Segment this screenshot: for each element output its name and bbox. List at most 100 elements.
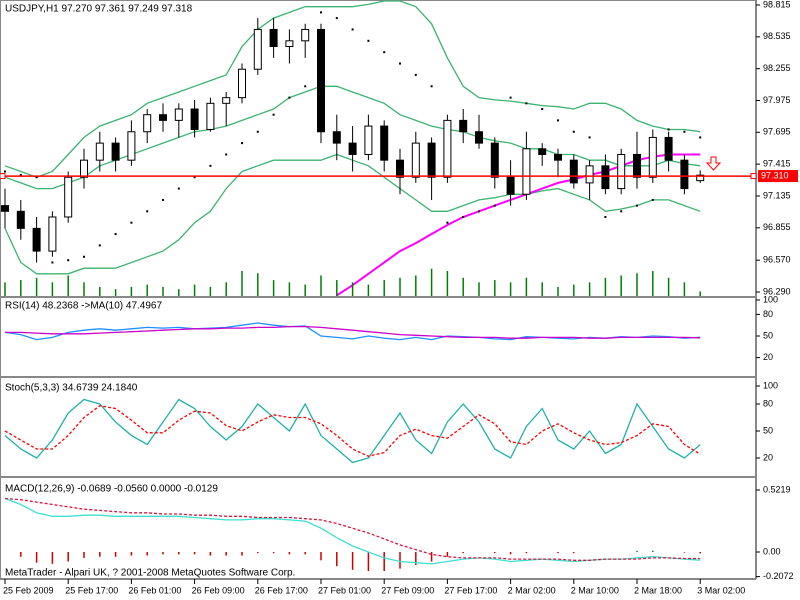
- candle-body: [190, 108, 199, 130]
- macd-title: MACD(12,26,9) -0.0689 -0.0560 0.0000 -0.…: [5, 484, 218, 495]
- alert-arrow: [705, 156, 722, 171]
- sar-dot: [67, 259, 70, 262]
- y-tick-label: 80: [763, 309, 773, 319]
- sar-dot: [193, 176, 196, 179]
- y-tick-label: 80: [763, 398, 773, 408]
- sar-dot: [4, 170, 6, 173]
- price-label-box: [758, 170, 798, 183]
- sar-dot: [146, 210, 149, 213]
- y-tick-label: 98.535: [763, 31, 791, 41]
- y-tick-label: 100: [763, 380, 778, 390]
- y-tick-label: 98.815: [763, 0, 791, 9]
- candle-body: [506, 176, 515, 195]
- candle-body: [364, 125, 373, 155]
- sar-dot: [335, 17, 338, 20]
- candle-body: [206, 102, 215, 130]
- candle-body: [332, 131, 341, 144]
- sar-dot: [177, 187, 180, 190]
- sar-dot: [162, 198, 164, 201]
- y-tick-label: 97.975: [763, 95, 791, 105]
- macd-panel: [0, 477, 756, 579]
- copyright: MetaTrader - Alpari UK, ? 2001-2008 Meta…: [5, 568, 295, 579]
- y-tick-label: 50: [763, 425, 773, 435]
- candle-body: [1, 205, 9, 212]
- stoch-title: Stoch(5,3,3) 34.6739 24.1840: [5, 383, 138, 394]
- candle-body: [490, 142, 499, 178]
- y-tick-label: 0.5219: [763, 484, 791, 494]
- candle-body: [64, 176, 73, 218]
- y-tick-label: 50: [763, 330, 773, 340]
- sar-dot: [683, 130, 686, 133]
- sar-dot: [541, 108, 544, 111]
- sar-dot: [304, 85, 307, 88]
- sar-dot: [478, 210, 480, 213]
- rsi-panel: [0, 297, 756, 377]
- sar-dot: [699, 136, 702, 139]
- sar-dot: [98, 244, 101, 247]
- candle-body: [380, 125, 389, 161]
- sar-dot: [272, 113, 275, 116]
- candle-body: [348, 142, 357, 155]
- sar-dot: [367, 39, 370, 42]
- candle-body: [569, 159, 578, 184]
- sar-dot: [446, 221, 449, 224]
- candle-body: [648, 136, 657, 178]
- candle-body: [159, 114, 167, 121]
- sar-dot: [557, 119, 559, 122]
- y-tick-label: 96.570: [763, 255, 791, 265]
- sar-dot: [414, 73, 417, 76]
- candle-body: [16, 210, 25, 229]
- x-tick-label: 2 Mar 02:00: [508, 585, 556, 595]
- candle-body: [427, 142, 436, 178]
- sar-dot: [525, 102, 528, 105]
- candle-body: [32, 227, 41, 252]
- indicator-line: [5, 325, 701, 339]
- sar-dot: [651, 198, 654, 201]
- y-tick-label: 100: [763, 294, 778, 304]
- sar-dot: [35, 176, 38, 179]
- x-tick-label: 26 Feb 17:00: [255, 585, 308, 595]
- sar-dot: [114, 233, 117, 236]
- y-tick-label: -0.2072: [763, 571, 794, 581]
- y-tick-label: 97.415: [763, 159, 791, 169]
- candle-body: [664, 136, 673, 161]
- x-tick-label: 26 Feb 09:00: [192, 585, 245, 595]
- y-tick-label: 0.00: [763, 546, 781, 556]
- candle-body: [601, 165, 610, 190]
- x-tick-label: 2 Mar 18:00: [634, 585, 682, 595]
- candle-body: [680, 159, 689, 190]
- y-tick-label: 96.290: [763, 286, 791, 296]
- x-tick-label: 2 Mar 10:00: [571, 585, 619, 595]
- candle-body: [253, 28, 262, 70]
- sar-dot: [209, 164, 212, 167]
- sar-dot: [572, 130, 575, 133]
- sar-dot: [83, 255, 85, 258]
- candle-body: [396, 159, 404, 178]
- indicator-line: [4, 85, 701, 190]
- sar-dot: [19, 173, 22, 176]
- stoch-panel: [0, 377, 756, 477]
- price-label: 97.310: [761, 170, 789, 180]
- sar-dot: [241, 142, 243, 145]
- price-line-end: [750, 173, 757, 180]
- sar-dot: [604, 215, 607, 218]
- candle-body: [411, 142, 420, 178]
- y-tick-label: 20: [763, 352, 773, 362]
- candle-body: [554, 153, 562, 161]
- x-tick-label: 25 Feb 2009: [3, 585, 54, 595]
- indicator-line: [4, 0, 701, 178]
- candle-body: [80, 159, 88, 178]
- sar-dot: [51, 261, 54, 264]
- candle-body: [285, 40, 294, 47]
- y-tick-label: 97.695: [763, 127, 791, 137]
- sar-dot: [130, 221, 133, 224]
- candle-body: [696, 174, 705, 182]
- sar-dot: [667, 128, 670, 131]
- main-title: USDJPY,H1 97.270 97.361 97.249 97.318: [5, 4, 193, 15]
- candle-body: [475, 131, 483, 144]
- candle-body: [522, 148, 531, 195]
- candle-body: [95, 142, 104, 161]
